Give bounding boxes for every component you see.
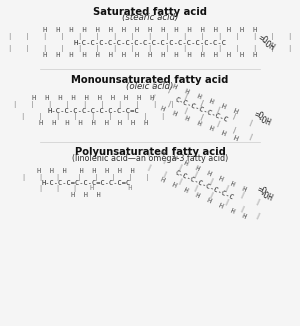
Text: |   |   |   |   |   |   |   |: | | | | | | | |	[146, 164, 262, 220]
Text: =O: =O	[256, 185, 268, 197]
Text: C-C-C-C-C-C-C-C: C-C-C-C-C-C-C-C	[174, 169, 234, 201]
Text: |   |   |   |   |   |   |: | | | | | | |	[149, 93, 254, 141]
Text: (stearic acid): (stearic acid)	[122, 13, 178, 22]
Text: H  H  H  H  H  H  H: H H H H H H H	[159, 105, 239, 142]
Text: |   |   |   |   |   |   |   |   |: | | | | | | | | |	[21, 113, 166, 120]
Text: |   |   |   H        H: | | | H H	[40, 185, 133, 192]
Text: H-C-C-C-C-C-C-C-C-C-C-C-C-C-C-C-C-C: H-C-C-C-C-C-C-C-C-C-C-C-C-C-C-C-C-C	[74, 40, 226, 46]
Text: H  H  H  H  H  H  H  H  H  H  H  H  H  H  H  H  H: H H H H H H H H H H H H H H H H H	[43, 52, 257, 58]
Text: (linolenic acid—an omega-3 fatty acid): (linolenic acid—an omega-3 fatty acid)	[72, 154, 228, 163]
Text: -OH: -OH	[256, 114, 272, 128]
Text: (oleic acid): (oleic acid)	[126, 82, 174, 91]
Text: C-C-C-C-C-C-C: C-C-C-C-C-C-C	[174, 96, 229, 124]
Text: H-C-C-C=C-C-C=C-C-C=C: H-C-C-C=C-C-C=C-C-C=C	[42, 180, 131, 186]
Text: H  H  H  H  H  H  H  H  H  H  H  H  H  H  H  H  H: H H H H H H H H H H H H H H H H H	[43, 27, 257, 34]
Text: H  H  H  H  H  H  H  H  H  H: H H H H H H H H H H	[32, 96, 155, 101]
Text: H  H  H  H  H  H  H: H H H H H H H	[159, 78, 239, 115]
Text: Saturated fatty acid: Saturated fatty acid	[93, 7, 207, 17]
Text: H  H  H  H  H  H  H  H  H: H H H H H H H H H	[39, 120, 148, 126]
Text: |   |   |    |   |   |   |   |: | | | | | | | |	[22, 174, 150, 181]
Text: H  H  H  H  H  H  H  H: H H H H H H H H	[160, 150, 248, 193]
Text: =O: =O	[253, 109, 265, 121]
Text: H  H  H  H  H  H  H  H: H H H H H H H H	[160, 177, 248, 220]
Text: H-C-C-C-C-C-C-C-C-C=C: H-C-C-C-C-C-C-C-C-C=C	[48, 108, 140, 114]
Text: |   |   |   |   |   |   |   |   |   |   |   |   |   |   |   |   |: | | | | | | | | | | | | | | | | |	[8, 45, 292, 52]
Text: -OH: -OH	[259, 38, 276, 53]
Text: H  H  H   H  H  H  H  H: H H H H H H H H	[37, 169, 135, 174]
Text: |   |   |   |   |   |   |   |   |   |   |   |   |   |   |   |   |: | | | | | | | | | | | | | | | | |	[8, 33, 292, 40]
Text: H  H  H: H H H	[71, 192, 101, 198]
Text: =O: =O	[257, 33, 269, 46]
Text: Monounsaturated fatty acid: Monounsaturated fatty acid	[71, 75, 229, 85]
Text: |   |   |   |   |   |   |   |   |   |: | | | | | | | | | |	[13, 101, 175, 108]
Text: -OH: -OH	[258, 190, 274, 204]
Text: Polyunsaturated fatty acid: Polyunsaturated fatty acid	[75, 147, 225, 157]
Text: |   |   |   |   |   |   |   |: | | | | | | | |	[146, 150, 262, 206]
Text: |   |   |   |   |   |   |: | | | | | | |	[149, 80, 254, 127]
